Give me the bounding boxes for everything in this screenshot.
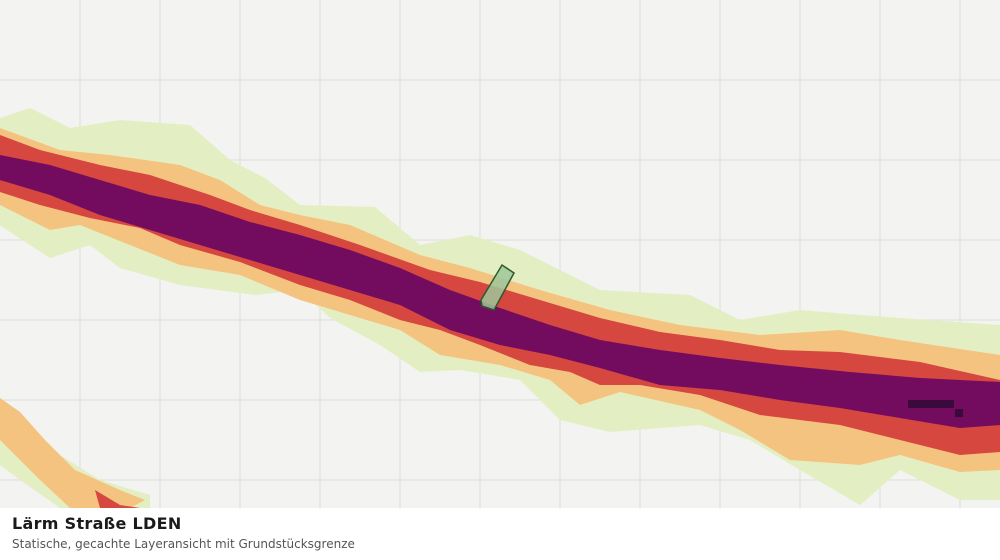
map-view — [0, 0, 1000, 508]
layer-subtitle: Statische, gecachte Layeransicht mit Gru… — [12, 537, 355, 551]
noise-zone-highest — [908, 400, 963, 417]
caption-bar: Lärm Straße LDEN Statische, gecachte Lay… — [0, 508, 1000, 560]
parcel-boundary — [480, 263, 515, 311]
layer-title: Lärm Straße LDEN — [12, 514, 182, 533]
noise-zone-high — [0, 155, 1000, 428]
